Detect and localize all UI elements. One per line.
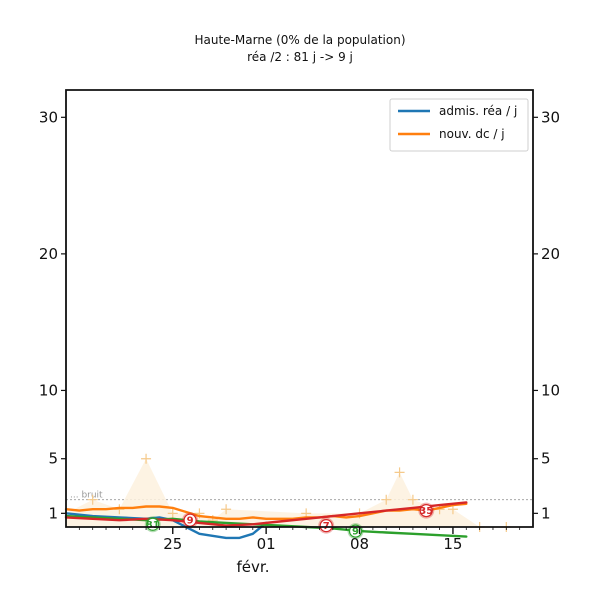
ytick-label-left: 5: [48, 450, 58, 468]
chart-title: Haute-Marne (0% de la population): [194, 33, 405, 47]
scatter-point: [381, 494, 392, 505]
ytick-label-left: 30: [39, 108, 58, 126]
legend: admis. réa / j nouv. dc / j: [389, 98, 529, 152]
ytick-label-right: 1: [541, 504, 551, 522]
scatter-point: [407, 494, 418, 505]
legend-label-deces: nouv. dc / j: [439, 127, 505, 141]
noise-label: ... bruit: [70, 491, 103, 501]
series-line-1: [64, 502, 468, 520]
badge-label: 9: [187, 516, 194, 527]
xtick-label: 25: [163, 535, 182, 553]
xtick-label: 08: [350, 535, 369, 553]
scatter-point: [167, 508, 178, 519]
xtick-label: 01: [257, 535, 276, 553]
annotation-badge-4: 35: [418, 502, 435, 519]
annotation-badge-2: 7: [318, 517, 335, 534]
ytick-label-right: 30: [541, 108, 560, 126]
ytick-label-right: 5: [541, 450, 551, 468]
ytick-label-right: 10: [541, 381, 560, 399]
badge-circle: [319, 519, 333, 533]
xtick-label: 15: [443, 535, 462, 553]
annotation-badge-0: 81: [144, 516, 161, 533]
ytick-label-right: 20: [541, 245, 560, 263]
badge-label: 81: [146, 520, 160, 531]
axes-frame: [65, 89, 534, 528]
scatter-point: [87, 494, 98, 505]
badge-circle: [419, 504, 433, 518]
legend-label-reanimation: admis. réa / j: [439, 104, 517, 118]
ytick-label-left: 10: [39, 381, 58, 399]
annotation-badge-1: 9: [182, 512, 199, 529]
ytick-label-left: 1: [48, 504, 58, 522]
scatter-point: [394, 467, 405, 478]
chart-subtitle: réa /2 : 81 j -> 9 j: [247, 50, 353, 64]
scatter-point: [141, 453, 152, 464]
series-line-3: [64, 501, 468, 527]
badge-label: 35: [419, 506, 433, 517]
scatter-point: [221, 504, 232, 515]
badge-label: 9: [352, 527, 359, 538]
ytick-label-left: 20: [39, 245, 58, 263]
x-month-label: févr.: [237, 558, 270, 576]
plot-area: ... bruit 81 9 7 9 35: [61, 453, 533, 540]
badge-circle: [348, 524, 363, 538]
area-fill: [66, 458, 507, 527]
